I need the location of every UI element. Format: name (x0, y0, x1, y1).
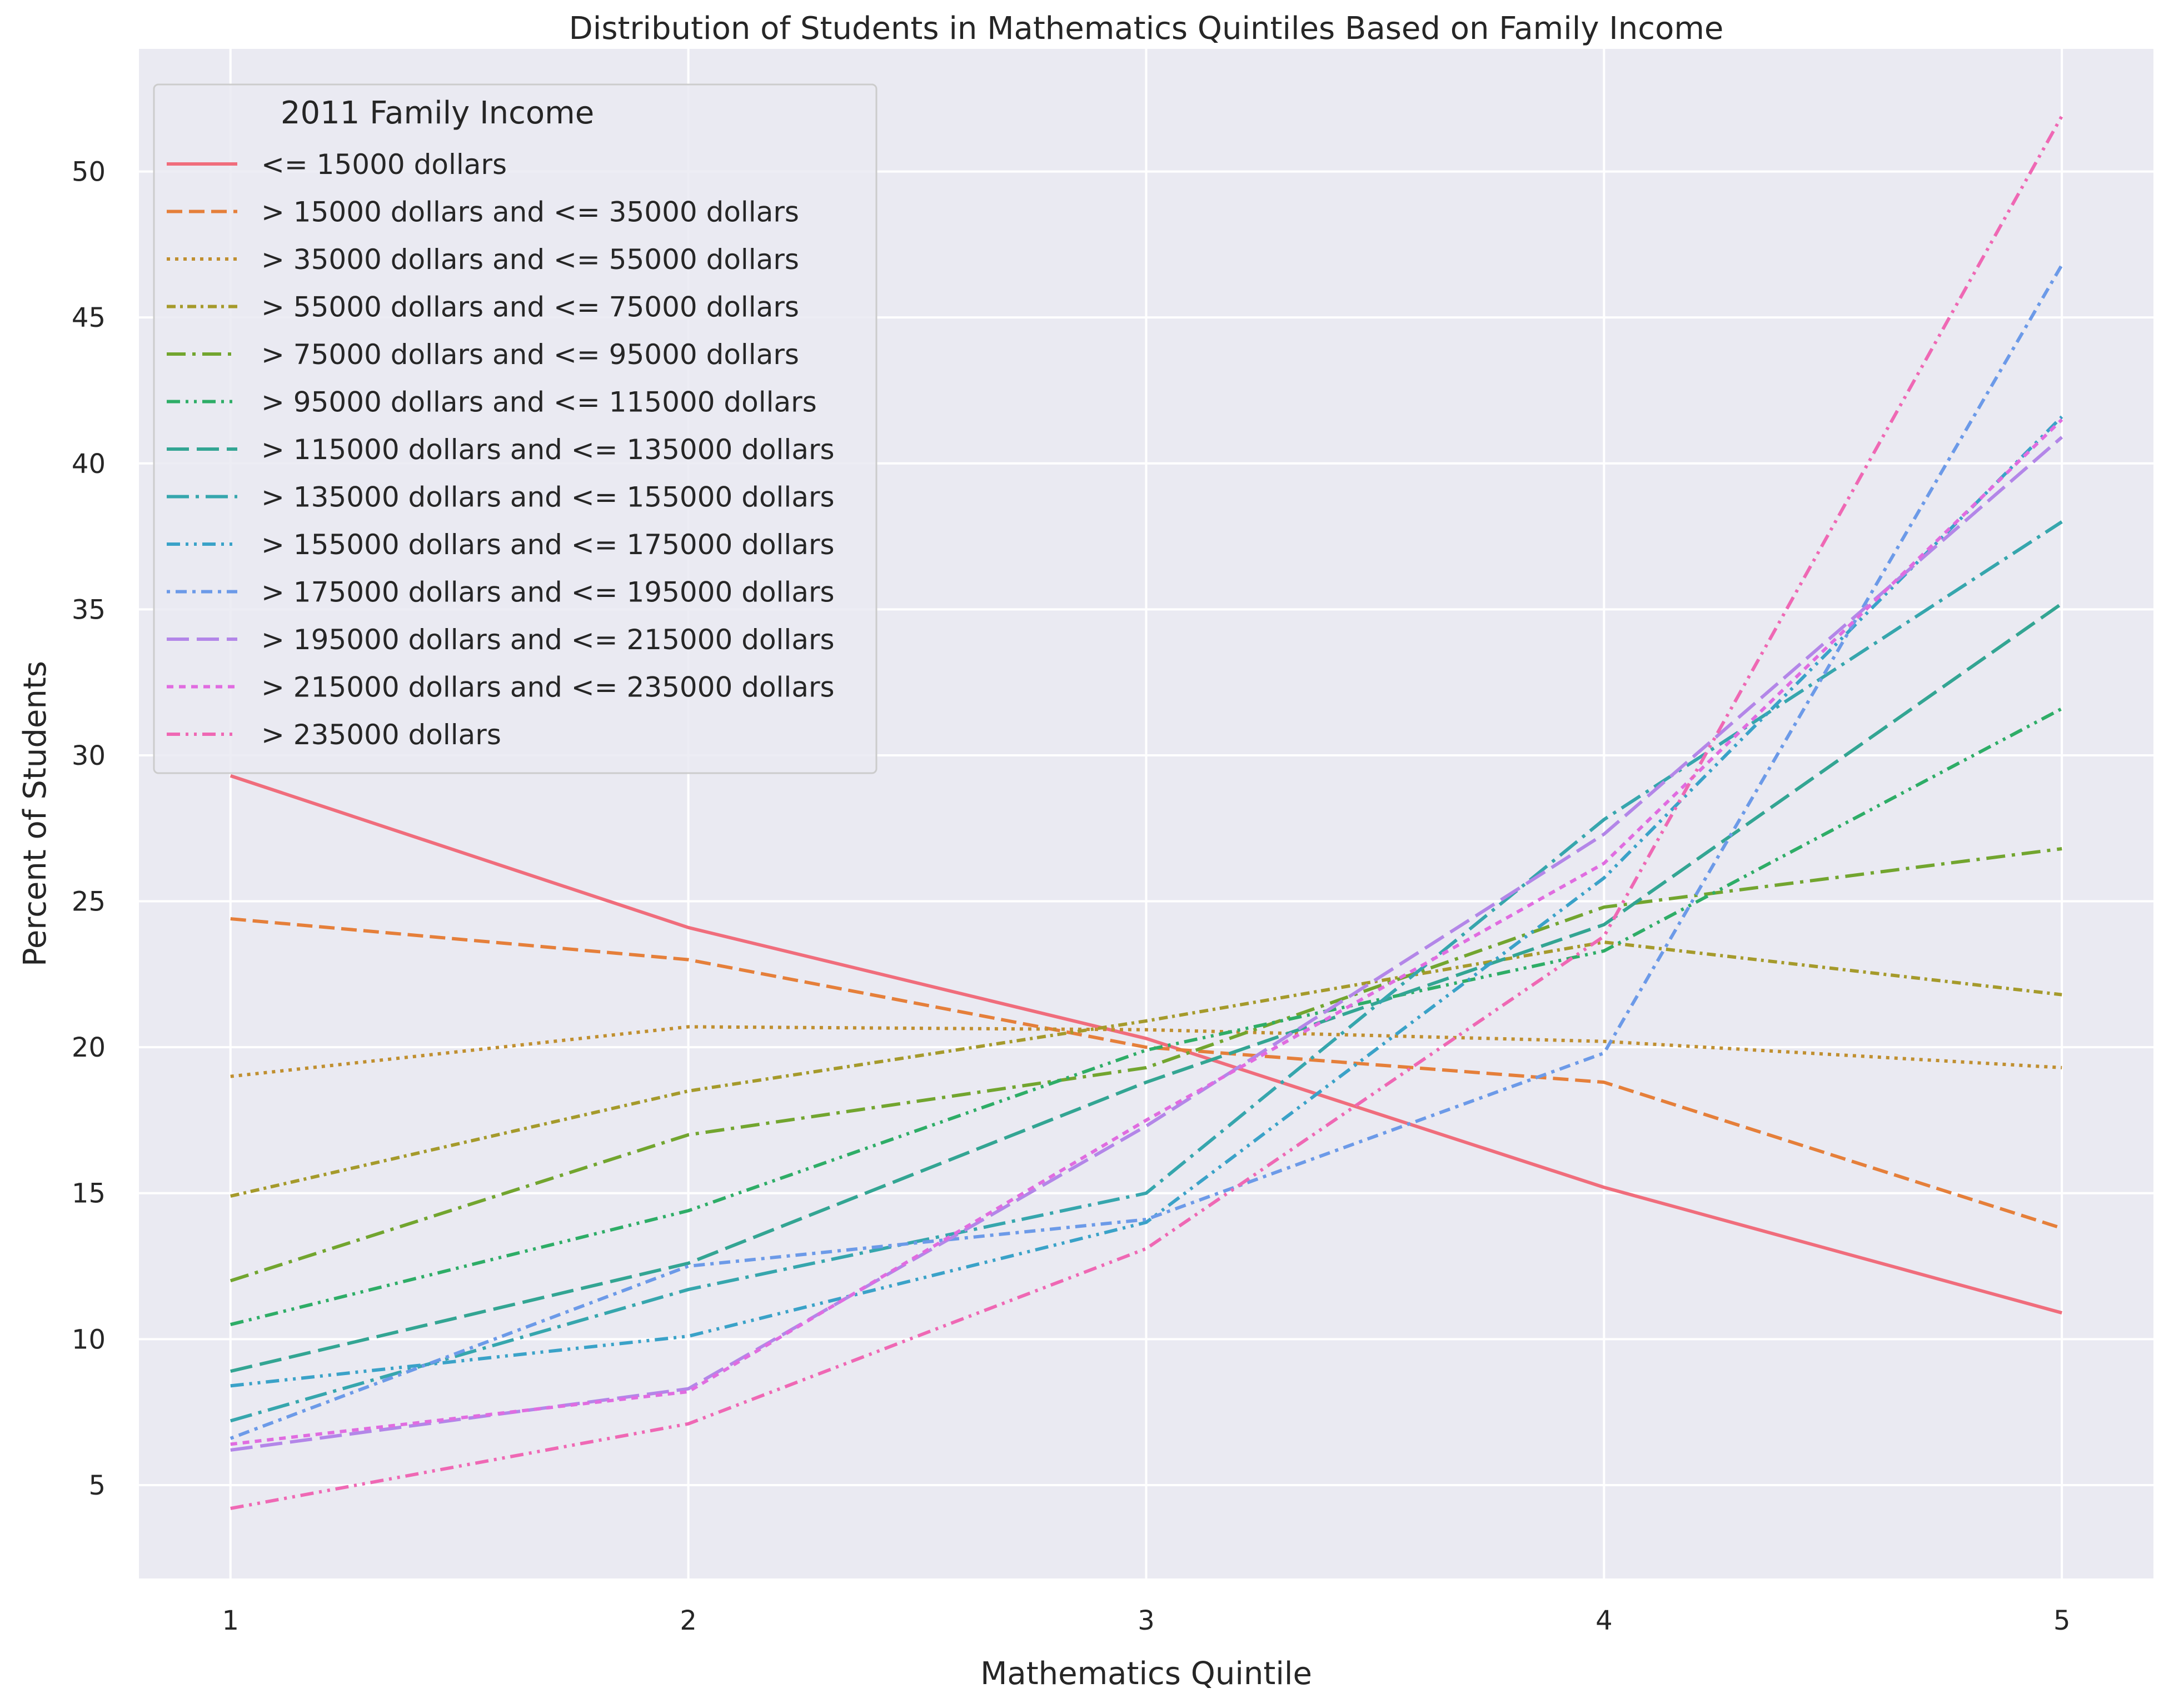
series-line (230, 847, 2062, 1283)
y-tick-label: 20 (72, 1032, 106, 1063)
y-tick-label: 40 (72, 449, 106, 480)
legend-item: > 195000 dollars and <= 215000 dollars (167, 624, 835, 656)
y-tick-label: 25 (72, 887, 106, 918)
legend-label: > 195000 dollars and <= 215000 dollars (261, 624, 835, 656)
x-tick-label: 5 (2053, 1605, 2071, 1636)
chart-title: Distribution of Students in Mathematics … (569, 11, 1724, 47)
legend-label: > 115000 dollars and <= 135000 dollars (261, 434, 835, 466)
legend-label: > 75000 dollars and <= 95000 dollars (261, 338, 799, 371)
legend-item: > 115000 dollars and <= 135000 dollars (167, 434, 835, 466)
legend-item: > 35000 dollars and <= 55000 dollars (167, 243, 799, 276)
legend-item: > 95000 dollars and <= 115000 dollars (167, 386, 817, 419)
series-line (230, 602, 2063, 1373)
y-tick-label: 45 (72, 302, 106, 333)
legend-label: > 215000 dollars and <= 235000 dollars (261, 671, 835, 704)
legend-item: > 135000 dollars and <= 155000 dollars (167, 481, 835, 514)
series-line (230, 940, 2062, 1198)
series-line (230, 415, 2063, 1388)
x-tick-label: 1 (222, 1605, 239, 1636)
y-tick-labels: 5 10 15 20 25 30 35 40 45 50 (72, 157, 106, 1501)
series-line (230, 520, 2063, 1423)
y-axis-label: Percent of Students (17, 661, 53, 967)
legend-item: > 175000 dollars and <= 195000 dollars (167, 576, 835, 609)
legend-label: <= 15000 dollars (261, 148, 507, 181)
x-tick-label: 3 (1138, 1605, 1155, 1636)
series-line (230, 418, 2063, 1446)
legend-box (153, 83, 877, 774)
series-line (230, 917, 2063, 1230)
legend-label: > 235000 dollars (261, 719, 501, 751)
legend: 2011 Family Income <= 15000 dollars > 150… (153, 83, 877, 774)
series-line (230, 774, 2063, 1314)
y-tick-label: 35 (72, 594, 106, 625)
series-line (230, 264, 2063, 1440)
y-tick-label: 10 (72, 1324, 106, 1355)
legend-item: > 215000 dollars and <= 235000 dollars (167, 671, 835, 704)
y-tick-label: 30 (72, 740, 106, 771)
legend-label: > 175000 dollars and <= 195000 dollars (261, 576, 835, 609)
x-axis-label: Mathematics Quintile (980, 1656, 1312, 1692)
legend-item: <= 15000 dollars (167, 148, 507, 181)
legend-item: > 55000 dollars and <= 75000 dollars (167, 291, 799, 323)
x-tick-labels: 1 2 3 4 5 (222, 1605, 2070, 1636)
legend-items: <= 15000 dollars > 15000 dollars and <= 3… (167, 148, 835, 751)
legend-label: > 135000 dollars and <= 155000 dollars (261, 481, 835, 514)
legend-item: > 15000 dollars and <= 35000 dollars (167, 196, 799, 228)
legend-item: > 235000 dollars (167, 719, 501, 751)
y-tick-label: 50 (72, 157, 106, 188)
series-line (230, 1025, 2062, 1078)
series-line (230, 115, 2063, 1510)
legend-label: > 15000 dollars and <= 35000 dollars (261, 196, 799, 228)
x-tick-label: 4 (1595, 1605, 1613, 1636)
legend-label: > 35000 dollars and <= 55000 dollars (261, 243, 799, 276)
series-line (230, 707, 2063, 1326)
x-tick-label: 2 (680, 1605, 697, 1636)
y-tick-label: 15 (72, 1178, 106, 1209)
legend-label: > 55000 dollars and <= 75000 dollars (261, 291, 799, 323)
legend-title: 2011 Family Income (281, 95, 594, 131)
legend-item: > 75000 dollars and <= 95000 dollars (167, 338, 799, 371)
legend-label: > 95000 dollars and <= 115000 dollars (261, 386, 817, 419)
legend-label: > 155000 dollars and <= 175000 dollars (261, 529, 835, 561)
legend-item: > 155000 dollars and <= 175000 dollars (167, 529, 835, 561)
series-lines (230, 115, 2063, 1510)
y-tick-label: 5 (88, 1470, 106, 1501)
